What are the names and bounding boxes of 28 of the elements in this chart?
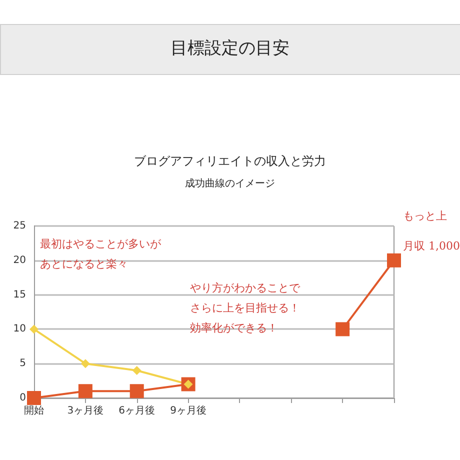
point — [30, 324, 38, 334]
x-tick-label: 3ヶ月後 — [67, 404, 104, 416]
y-tick-label: 5 — [20, 358, 26, 370]
annotation: やり方がわかることで — [190, 282, 301, 294]
point — [80, 359, 90, 368]
point — [132, 366, 142, 375]
point — [78, 384, 92, 398]
point — [387, 253, 401, 268]
point — [27, 391, 41, 405]
y-tick-label: 15 — [13, 289, 26, 300]
text: 目標設定の目安 — [170, 38, 290, 58]
y-tick-label: 25 — [13, 220, 26, 232]
y-tick-label: 0 — [20, 392, 26, 404]
x-tick-label: 6ヶ月後 — [118, 404, 156, 416]
chart-subtitle: 成功曲線のイメージ — [185, 178, 275, 190]
x-tick-label: 9ヶ月後 — [170, 404, 206, 416]
annotation: 効率化ができる！ — [190, 322, 278, 334]
text: もっと上 — [403, 210, 447, 222]
text: 月収 1,000 — [403, 240, 460, 252]
y-tick-label: 10 — [13, 324, 26, 335]
annotation: 最初はやることが多いが — [40, 238, 162, 250]
x-tick-label: 開始 — [24, 406, 44, 416]
point — [130, 384, 144, 398]
chart-title: ブログアフィリエイトの収入と労力 — [134, 154, 326, 168]
annotation: あとになると楽々 — [40, 258, 128, 270]
y-tick-label: 20 — [13, 254, 26, 266]
annotation: さらに上を目指せる！ — [190, 302, 300, 314]
point — [336, 322, 350, 336]
